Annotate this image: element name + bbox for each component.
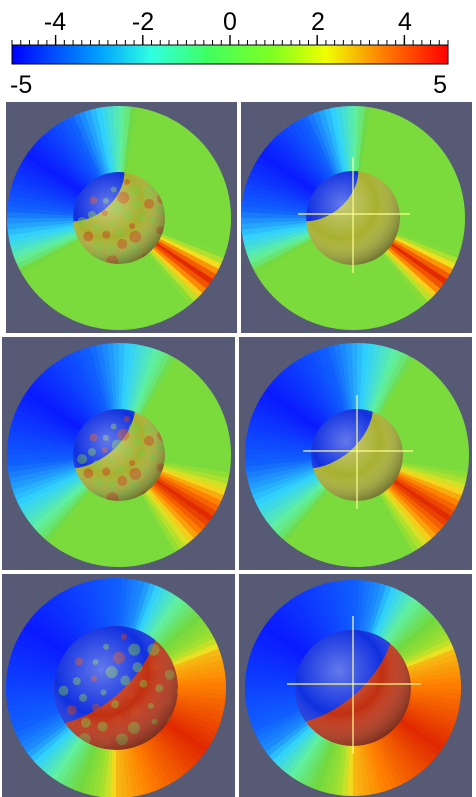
colorbar-tick-label: 0: [223, 8, 237, 36]
panel-row2-left: [2, 337, 235, 570]
field-visualization: [245, 580, 461, 796]
crosshair: [287, 616, 421, 754]
colorbar-tick-label: -2: [132, 8, 154, 36]
colorbar-major-ticks: [54, 35, 406, 45]
crosshair: [303, 395, 413, 509]
colorbar-tick-label: -4: [44, 8, 66, 36]
field-visualization: [5, 578, 227, 797]
field-visualization: [6, 106, 231, 330]
colorbar-max-label: 5: [433, 71, 447, 99]
panel-row2-right: [239, 337, 472, 570]
field-visualization: [241, 106, 465, 330]
colorbar-gradient: [11, 44, 449, 65]
panel-row3-left: [2, 574, 235, 797]
field-visualization: [6, 343, 232, 567]
panel-row1-right: [241, 102, 472, 333]
panel-row1-left: [6, 102, 237, 333]
colorbar-min-label: -5: [10, 71, 32, 99]
panel-row3-right: [239, 574, 472, 797]
colorbar-tick-label: 4: [398, 8, 412, 36]
colorbar-tick-label: 2: [311, 8, 325, 36]
crosshair: [298, 157, 410, 273]
field-visualization: [245, 343, 469, 567]
colorbar: -4 -2 0 2 4 -5 5: [10, 8, 449, 99]
